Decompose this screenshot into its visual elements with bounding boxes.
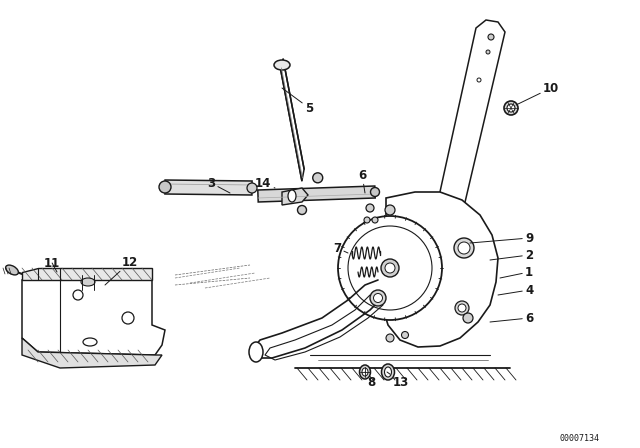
Ellipse shape	[371, 188, 380, 197]
Ellipse shape	[366, 204, 374, 212]
Ellipse shape	[463, 313, 473, 323]
Ellipse shape	[338, 216, 442, 320]
Ellipse shape	[73, 290, 83, 300]
Ellipse shape	[249, 342, 263, 362]
Text: 9: 9	[470, 232, 533, 245]
Text: 4: 4	[498, 284, 533, 297]
Ellipse shape	[159, 181, 171, 193]
Ellipse shape	[486, 50, 490, 54]
Text: 11: 11	[44, 257, 60, 272]
Ellipse shape	[454, 238, 474, 258]
Text: 3: 3	[207, 177, 230, 193]
Text: 2: 2	[490, 249, 533, 262]
Polygon shape	[22, 338, 162, 368]
Text: 7: 7	[333, 241, 348, 254]
Ellipse shape	[364, 217, 370, 223]
Ellipse shape	[385, 205, 395, 215]
Polygon shape	[258, 186, 375, 202]
Text: 14: 14	[255, 177, 275, 190]
Text: 5: 5	[282, 88, 313, 115]
Ellipse shape	[385, 263, 395, 273]
Ellipse shape	[288, 190, 296, 202]
Ellipse shape	[386, 334, 394, 342]
Text: 00007134: 00007134	[560, 434, 600, 443]
Ellipse shape	[458, 242, 470, 254]
Ellipse shape	[401, 332, 408, 339]
Ellipse shape	[374, 293, 383, 302]
Polygon shape	[380, 192, 498, 347]
Ellipse shape	[385, 367, 392, 377]
Ellipse shape	[83, 338, 97, 346]
Ellipse shape	[313, 173, 323, 183]
Text: 12: 12	[105, 255, 138, 285]
Polygon shape	[22, 268, 152, 280]
Ellipse shape	[504, 101, 518, 115]
Text: 1: 1	[500, 266, 533, 279]
Polygon shape	[165, 180, 252, 195]
Polygon shape	[281, 59, 304, 181]
Polygon shape	[22, 280, 165, 355]
Ellipse shape	[488, 34, 494, 40]
Ellipse shape	[455, 301, 469, 315]
Ellipse shape	[381, 259, 399, 277]
Ellipse shape	[372, 217, 378, 223]
Ellipse shape	[360, 365, 371, 379]
Ellipse shape	[274, 60, 290, 70]
Ellipse shape	[370, 290, 386, 306]
Text: 13: 13	[387, 372, 409, 388]
Ellipse shape	[381, 364, 394, 380]
Ellipse shape	[507, 104, 515, 112]
Ellipse shape	[122, 312, 134, 324]
Polygon shape	[436, 20, 505, 215]
Ellipse shape	[81, 278, 95, 286]
Ellipse shape	[458, 304, 466, 312]
Ellipse shape	[247, 183, 257, 193]
Text: 10: 10	[516, 82, 559, 105]
Text: 6: 6	[358, 168, 366, 193]
Text: 6: 6	[490, 311, 533, 324]
Text: 8: 8	[365, 372, 375, 388]
Ellipse shape	[298, 206, 307, 215]
Ellipse shape	[6, 265, 19, 275]
Ellipse shape	[362, 368, 368, 376]
Polygon shape	[282, 188, 308, 205]
